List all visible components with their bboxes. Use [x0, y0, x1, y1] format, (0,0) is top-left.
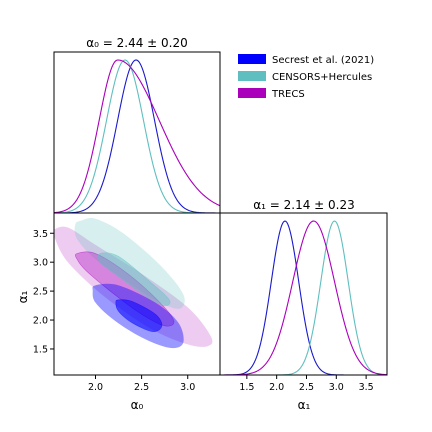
- alpha1-x-label: α₁: [298, 398, 311, 412]
- alpha1-marginal-curve-trecs: [220, 220, 388, 376]
- alpha1-marginal-title: α₁ = 2.14 ± 0.23: [253, 198, 355, 212]
- alpha1-x-tick-label: 2.0: [269, 382, 284, 393]
- joint-x-ticks: 2.0 2.5 3.0: [88, 375, 195, 393]
- joint-region-trecs-inner: [75, 251, 175, 327]
- alpha0-marginal-title: α₀ = 2.44 ± 0.20: [86, 36, 188, 50]
- legend-swatch-trecs: [238, 88, 266, 98]
- joint-y-tick-label: 3.5: [33, 229, 48, 240]
- legend: Secrest et al. (2021) CENSORS+Hercules T…: [238, 54, 374, 100]
- joint-x-tick-label: 3.0: [180, 382, 195, 393]
- alpha1-x-tick-label: 3.0: [329, 382, 344, 393]
- joint-contour-regions: [54, 218, 213, 349]
- joint-region-trecs-outer: [54, 226, 213, 347]
- joint-y-tick-label: 3.0: [33, 258, 48, 269]
- joint-x-label: α₀: [131, 398, 144, 412]
- legend-swatch-censors: [238, 71, 266, 81]
- alpha0-marginal-curve-trecs: [53, 59, 221, 214]
- joint-frame: [53, 212, 221, 376]
- joint-y-ticks: 1.5 2.0 2.5 3.0 3.5: [33, 229, 54, 355]
- joint-region-censors-hercules-inner: [97, 252, 171, 306]
- legend-label-censors: CENSORS+Hercules: [272, 72, 372, 83]
- joint-x-tick-label: 2.5: [134, 382, 149, 393]
- joint-y-label: α₁: [16, 290, 30, 303]
- legend-swatch-secrest: [238, 54, 266, 64]
- alpha1-marginal-curve-censors-hercules: [220, 220, 388, 376]
- legend-label-trecs: TRECS: [271, 89, 305, 100]
- alpha1-marginal-panel: α₁ = 2.14 ± 0.23 1.5 2.0 2.5 3.0 3.5 α₁: [219, 198, 388, 412]
- joint-y-tick-label: 2.0: [33, 316, 48, 327]
- joint-region-censors-hercules-outer: [74, 218, 185, 309]
- joint-y-tick-label: 2.5: [33, 287, 48, 298]
- joint-x-tick-label: 2.0: [88, 382, 103, 393]
- alpha0-marginal-curves: [53, 59, 221, 214]
- alpha1-marginal-curve-secrest-et-al-2021: [220, 220, 387, 376]
- alpha1-x-ticks: 1.5 2.0 2.5 3.0 3.5: [239, 375, 374, 393]
- alpha1-x-tick-label: 3.5: [359, 382, 374, 393]
- alpha1-x-tick-label: 2.5: [299, 382, 314, 393]
- alpha0-marginal-curve-censors-hercules: [53, 59, 220, 214]
- joint-y-tick-label: 1.5: [33, 344, 48, 355]
- joint-panel: 2.0 2.5 3.0 1.5 2.0 2.5 3.0 3.5 α₀ α₁: [16, 212, 221, 412]
- legend-label-secrest: Secrest et al. (2021): [272, 55, 374, 66]
- joint-region-secrest-et-al-2021-inner: [115, 299, 163, 332]
- alpha0-marginal-panel: α₀ = 2.44 ± 0.20: [53, 36, 221, 214]
- alpha0-marginal-curve-secrest-et-al-2021: [54, 59, 221, 214]
- alpha1-marginal-curves: [220, 220, 388, 376]
- alpha1-x-tick-label: 1.5: [239, 382, 254, 393]
